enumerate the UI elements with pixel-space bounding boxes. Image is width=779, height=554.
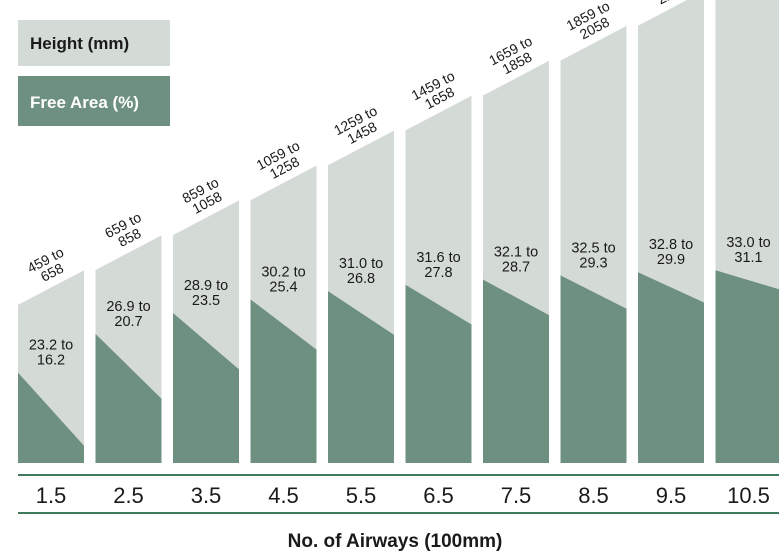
- free-area-range-label: 31.0 to 26.8: [339, 256, 383, 287]
- x-axis-title: No. of Airways (100mm): [288, 531, 503, 552]
- x-tick-label: 2.5: [113, 483, 144, 508]
- legend: Height (mm) Free Area (%): [18, 20, 170, 126]
- x-tick-label: 10.5: [727, 483, 770, 508]
- free-area-range-label: 26.9 to 20.7: [106, 299, 150, 330]
- free-area-bar: [328, 291, 394, 463]
- free-area-bar: [173, 313, 239, 463]
- free-area-bar: [638, 272, 704, 463]
- free-area-range-label: 32.5 to 29.3: [571, 240, 615, 271]
- x-tick-label: 9.5: [656, 483, 687, 508]
- free-area-bar: [250, 299, 317, 463]
- legend-swatch-height: [18, 20, 170, 66]
- free-area-range-label: 23.2 to 16.2: [29, 338, 73, 369]
- x-tick-label: 6.5: [423, 483, 454, 508]
- free-area-bar: [715, 270, 779, 463]
- height-range-label: 1859 to2058: [564, 0, 619, 46]
- free-area-bar: [405, 284, 472, 463]
- free-area-bar: [483, 279, 549, 463]
- free-area-range-label: 31.6 to 27.8: [416, 250, 460, 281]
- free-area-range-label: 32.1 to 28.7: [494, 245, 538, 276]
- x-tick-label: 1.5: [36, 483, 67, 508]
- free-area-range-label: 33.0 to 31.1: [726, 235, 770, 266]
- legend-swatch-free-area: [18, 76, 170, 126]
- legend-label-free-area: Free Area (%): [30, 93, 139, 112]
- free-area-bar: [560, 275, 627, 463]
- x-tick-label: 8.5: [578, 483, 609, 508]
- free-area-range-label: 28.9 to 23.5: [184, 278, 228, 309]
- free-area-bar: [18, 372, 84, 463]
- free-area-bar: [95, 333, 162, 463]
- x-tick-label: 7.5: [501, 483, 532, 508]
- x-tick-label: 3.5: [191, 483, 222, 508]
- free-area-range-label: 30.2 to 25.4: [261, 264, 305, 295]
- x-tick-label: 4.5: [268, 483, 299, 508]
- x-tick-labels: 1.5 2.5 3.5 4.5 5.5 6.5 7.5 8.5 9.5 10.5: [36, 483, 770, 508]
- legend-label-height: Height (mm): [30, 34, 129, 53]
- free-area-range-label: 32.8 to 29.9: [649, 237, 693, 268]
- x-tick-label: 5.5: [346, 483, 377, 508]
